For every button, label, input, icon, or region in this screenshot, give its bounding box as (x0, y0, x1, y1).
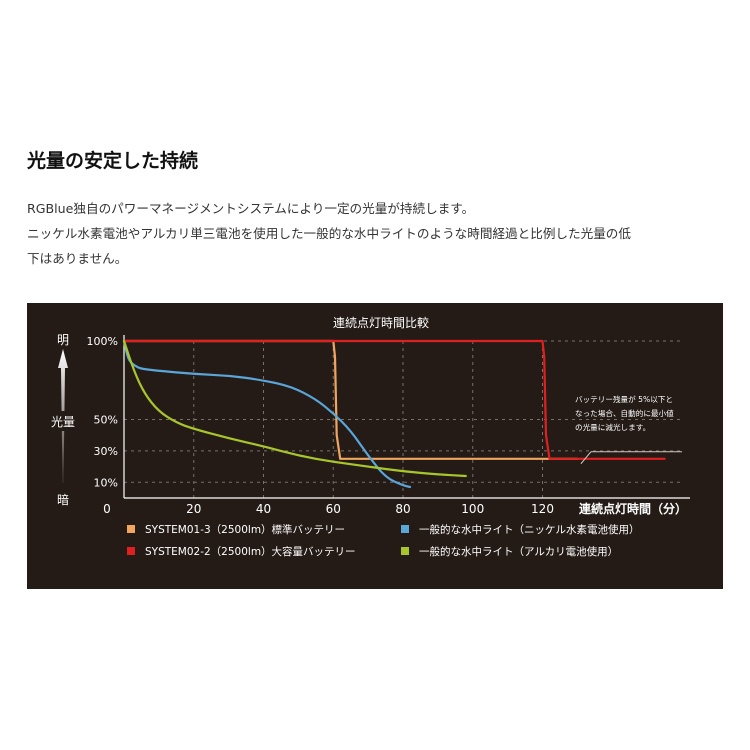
y-tick-label: 30% (94, 445, 118, 458)
x-tick-label: 40 (256, 502, 271, 516)
x-tick-label: 120 (531, 502, 554, 516)
legend-swatch (127, 525, 135, 533)
x-tick-label: 20 (186, 502, 201, 516)
legend-swatch (127, 547, 135, 555)
y-tick-label: 100% (87, 335, 118, 348)
tick-labels: 0 20 40 60 80 100 120 100% 50% 30% 10% (87, 335, 554, 516)
axes (123, 335, 690, 499)
series-line (122, 339, 412, 489)
gridlines (124, 340, 682, 498)
series-line (122, 339, 467, 478)
legend-label: SYSTEM02-2（2500lm）大容量バッテリー (145, 545, 356, 558)
description-line: RGBlue独自のパワーマネージメントシステムにより一定の光量が持続します。 (27, 201, 475, 216)
x-tick-label: 0 (103, 502, 111, 516)
legend: SYSTEM01-3（2500lm）標準バッテリー SYSTEM02-2（2500… (127, 523, 640, 558)
x-tick-label: 100 (461, 502, 484, 516)
description-line: ニッケル水素電池やアルカリ単三電池を使用した一般的な水中ライトのような時間経過と… (27, 226, 631, 241)
annotation-text: なった場合、自動的に最小値 (575, 408, 674, 418)
x-tick-label: 80 (395, 502, 410, 516)
annotation-text: バッテリー残量が 5%以下と (575, 394, 673, 404)
annotation-text: の光量に減光します。 (575, 422, 650, 432)
y-tick-label: 10% (94, 476, 118, 489)
y-label-backdrop (47, 411, 79, 431)
section-description: RGBlue独自のパワーマネージメントシステムにより一定の光量が持続します。 ニ… (27, 196, 742, 271)
x-axis-label: 連続点灯時間（分） (579, 501, 687, 516)
legend-swatch (401, 525, 409, 533)
legend-label: SYSTEM01-3（2500lm）標準バッテリー (145, 523, 345, 536)
y-tick-label: 50% (94, 414, 118, 427)
y-top-label: 明 (57, 333, 69, 347)
description-line: 下はありません。 (27, 251, 128, 266)
legend-swatch (401, 547, 409, 555)
chart-title: 連続点灯時間比較 (333, 315, 429, 330)
chart-panel: 連続点灯時間比較 明 光量 暗 0 20 40 60 80 100 120 100% 50% 30… (27, 303, 723, 589)
series-line (122, 339, 666, 460)
series-lines (122, 339, 666, 489)
y-bottom-label: 暗 (57, 492, 69, 507)
section-heading: 光量の安定した持続 (27, 150, 199, 172)
legend-label: 一般的な水中ライト（ニッケル水素電池使用） (419, 523, 640, 536)
x-tick-label: 60 (326, 502, 341, 516)
series-line (122, 339, 579, 460)
legend-label: 一般的な水中ライト（アルカリ電池使用） (419, 545, 618, 558)
annotation-leader (580, 451, 592, 465)
y-axis-label: 光量 (51, 415, 75, 429)
lighting-time-chart: 連続点灯時間比較 明 光量 暗 0 20 40 60 80 100 120 100% 50% 30… (47, 315, 690, 558)
